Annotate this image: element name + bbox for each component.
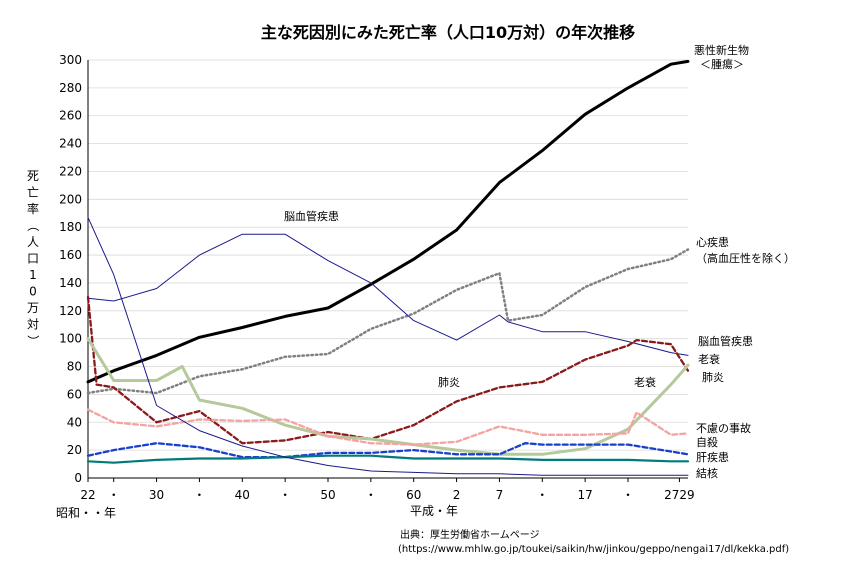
x-tick-labels: 22 ・ 30 ・ 40 ・ 50 ・ 60 2 7 ・ 17 ・ 2729 bbox=[80, 488, 694, 502]
y-axis-label: 死亡率 （ 人口 1 0 万対 ） bbox=[26, 169, 40, 347]
series-annotation: 悪性新生物 bbox=[694, 43, 749, 57]
y-axis-label-char: 1 bbox=[29, 268, 37, 282]
series-annotation: 脳血管疾患 bbox=[284, 209, 339, 223]
series-line bbox=[86, 408, 690, 446]
series-line bbox=[86, 337, 690, 456]
x-tick-label: 2 bbox=[453, 488, 461, 502]
y-tick-label: 280 bbox=[59, 81, 82, 95]
y-tick-label: 140 bbox=[59, 276, 82, 290]
source-url: (https://www.mhlw.go.jp/toukei/saikin/hw… bbox=[398, 544, 789, 555]
x-tick-label: 22 bbox=[80, 488, 95, 502]
x-tick-label: 7 bbox=[496, 488, 504, 502]
series-line bbox=[86, 442, 690, 459]
series-annotation: 自殺 bbox=[696, 435, 718, 449]
series-annotation: 肝疾患 bbox=[696, 450, 729, 464]
series-lines bbox=[86, 59, 690, 476]
series-annotation: 脳血管疾患 bbox=[698, 334, 753, 348]
x-tick-label: 17 bbox=[578, 488, 593, 502]
x-tick-label: 2729 bbox=[664, 488, 695, 502]
series-line bbox=[86, 248, 690, 395]
y-axis-label-char: 万 bbox=[27, 301, 39, 315]
series-annotation: 不慮の事故 bbox=[696, 421, 751, 435]
series-line bbox=[86, 59, 690, 384]
x-tick-label: ・ bbox=[622, 488, 634, 502]
y-axis-label-char: 率 bbox=[27, 201, 39, 216]
series-annotation: 肺炎 bbox=[438, 376, 460, 389]
series-annotation: ＜腫瘍＞ bbox=[700, 57, 744, 71]
chart-title: 主な死因別にみた死亡率（人口10万対）の年次推移 bbox=[261, 23, 635, 42]
y-tick-label: 20 bbox=[67, 443, 82, 457]
y-tick-label: 300 bbox=[59, 53, 82, 67]
y-axis-label-char: 死 bbox=[27, 169, 39, 183]
y-axis-label-char: 口 bbox=[27, 252, 39, 266]
y-axis-label-char: 亡 bbox=[27, 186, 39, 200]
series-annotation: 肺炎 bbox=[702, 371, 724, 384]
y-tick-label: 260 bbox=[59, 109, 82, 123]
y-axis-label-char: 0 bbox=[29, 285, 37, 299]
y-tick-label: 200 bbox=[59, 192, 82, 206]
y-tick-label: 60 bbox=[67, 387, 82, 401]
y-tick-label: 220 bbox=[59, 164, 82, 178]
y-axis-label-char: ） bbox=[26, 335, 40, 347]
series-line bbox=[87, 233, 689, 356]
x-tick-label: 40 bbox=[235, 488, 250, 502]
y-tick-label: 0 bbox=[74, 471, 82, 485]
y-tick-label: 40 bbox=[67, 415, 82, 429]
series-annotation: （高血圧性を除く） bbox=[696, 251, 795, 265]
y-axis-label-char: （ bbox=[26, 219, 40, 231]
y-tick-label: 240 bbox=[59, 137, 82, 151]
x-tick-label: ・ bbox=[365, 488, 377, 502]
y-tick-label: 100 bbox=[59, 332, 82, 346]
source-credit: 出典：厚生労働省ホームページ bbox=[400, 528, 540, 541]
series-annotation: 心疾患 bbox=[696, 235, 729, 249]
x-tick-label: ・ bbox=[193, 488, 205, 502]
grid-lines bbox=[88, 59, 688, 451]
x-tick-label: 30 bbox=[149, 488, 164, 502]
y-axis-label-char: 人 bbox=[27, 235, 39, 249]
series-line bbox=[86, 454, 690, 464]
y-tick-labels: 0 20 40 60 80 100 120 140 160 180 200 220 240 260 280 3… bbox=[59, 53, 82, 485]
y-tick-label: 80 bbox=[67, 360, 82, 374]
series-line bbox=[87, 216, 689, 476]
x-axis-label-heisei: 平成・年 bbox=[410, 504, 458, 518]
series-line bbox=[86, 295, 690, 445]
x-tick-label: ・ bbox=[536, 488, 548, 502]
y-tick-label: 120 bbox=[59, 304, 82, 318]
y-tick-label: 160 bbox=[59, 248, 82, 262]
y-axis-label-char: 対 bbox=[27, 318, 39, 332]
x-axis-label-showa: 昭和・・年 bbox=[56, 506, 116, 520]
x-tick-label: ・ bbox=[279, 488, 291, 502]
axes bbox=[87, 60, 688, 482]
series-annotation: 老衰 bbox=[634, 375, 656, 389]
series-annotation: 老衰 bbox=[698, 352, 720, 366]
x-tick-label: 50 bbox=[320, 488, 335, 502]
x-tick-label: ・ bbox=[108, 488, 120, 502]
series-annotation: 結核 bbox=[696, 466, 718, 480]
x-tick-label: 60 bbox=[406, 488, 421, 502]
y-tick-label: 180 bbox=[59, 220, 82, 234]
